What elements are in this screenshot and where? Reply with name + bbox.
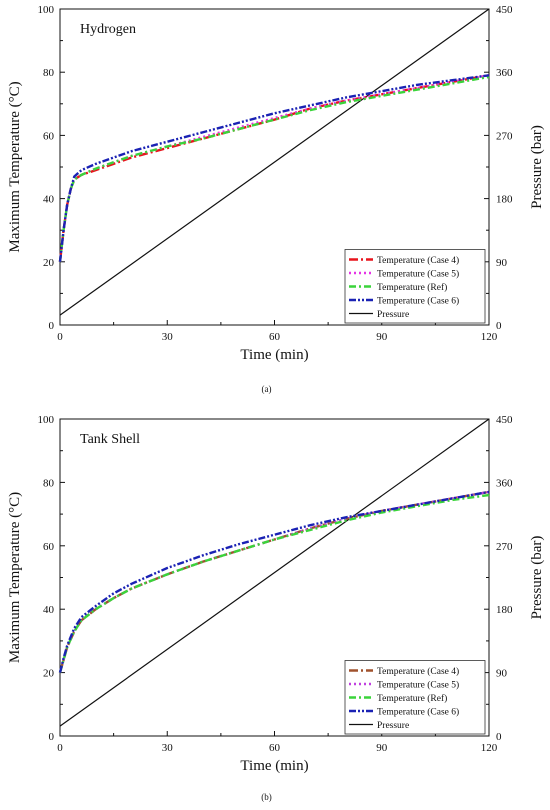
y-tick-label: 100 xyxy=(38,414,55,426)
x-tick-label: 120 xyxy=(481,742,498,754)
legend-entry: Temperature (Case 6) xyxy=(377,296,459,307)
x-tick-label: 90 xyxy=(376,742,388,754)
series-line-temperature-case-4 xyxy=(58,74,490,262)
y-tick-label: 20 xyxy=(43,257,55,269)
y-tick-label: 80 xyxy=(43,67,55,79)
y2-tick-label: 90 xyxy=(496,257,508,269)
y-axis-title: Maximum Temperature (°C) xyxy=(7,81,23,252)
series-line-temperature-case-4 xyxy=(58,490,490,673)
series-line-pressure xyxy=(59,418,490,727)
x-tick-label: 30 xyxy=(162,742,174,754)
chart-panel-b: 0 30 60 90 120020406080100090180270360450Tim… xyxy=(7,414,545,802)
y-tick-label: 0 xyxy=(49,320,55,332)
y2-tick-label: 450 xyxy=(496,4,513,16)
y2-tick-label: 360 xyxy=(496,67,513,79)
series-line-pressure xyxy=(59,8,490,316)
legend-entry: Pressure xyxy=(377,721,409,731)
panel-caption: (b) xyxy=(261,792,272,802)
chart-panel-a: 0 30 60 90 120020406080100090180270360450Tim… xyxy=(7,4,545,394)
y-axis-title: Maximum Temperature (°C) xyxy=(7,492,23,663)
legend-entry: Temperature (Case 4) xyxy=(377,666,459,677)
series-line-temperature-ref xyxy=(58,493,490,673)
x-tick-label: 0 xyxy=(57,742,63,754)
y2-tick-label: 0 xyxy=(496,320,502,332)
series-line-temperature-case-5 xyxy=(58,490,490,673)
x-axis-title: Time (min) xyxy=(240,347,308,363)
y2-tick-label: 0 xyxy=(496,731,502,743)
y2-tick-label: 360 xyxy=(496,477,513,489)
series-line-temperature-case-6 xyxy=(58,74,490,262)
legend-entry: Temperature (Ref) xyxy=(377,693,447,704)
x-tick-label: 30 xyxy=(162,331,174,343)
y-tick-label: 40 xyxy=(43,194,55,206)
legend: Temperature (Case 4) Temperature (Case 5)… xyxy=(344,249,486,324)
y-tick-label: 80 xyxy=(43,477,55,489)
series-line-temperature-case-6 xyxy=(58,490,490,673)
y-tick-label: 20 xyxy=(43,668,55,680)
y-tick-label: 40 xyxy=(43,604,55,616)
y2-tick-label: 180 xyxy=(496,604,513,616)
x-tick-label: 60 xyxy=(269,742,281,754)
panel-caption: (a) xyxy=(262,384,272,394)
x-tick-label: 90 xyxy=(376,331,388,343)
y2-axis-title: Pressure (bar) xyxy=(529,125,545,209)
x-tick-label: 60 xyxy=(269,331,281,343)
panel-label: Tank Shell xyxy=(80,432,140,447)
x-tick-label: 120 xyxy=(481,331,498,343)
y-tick-label: 60 xyxy=(43,541,55,553)
legend-entry: Temperature (Case 6) xyxy=(377,707,459,718)
series-line-temperature-ref xyxy=(58,75,490,262)
x-axis-title: Time (min) xyxy=(240,758,308,774)
y2-axis-title: Pressure (bar) xyxy=(529,536,545,620)
y-tick-label: 100 xyxy=(38,4,55,16)
y-tick-label: 60 xyxy=(43,130,55,142)
panel-label: Hydrogen xyxy=(80,22,136,37)
legend-entry: Temperature (Ref) xyxy=(377,282,447,293)
y-tick-label: 0 xyxy=(49,731,55,743)
y2-tick-label: 450 xyxy=(496,414,513,426)
y2-tick-label: 90 xyxy=(496,668,508,680)
legend-entry: Pressure xyxy=(377,310,409,320)
legend-entry: Temperature (Case 5) xyxy=(377,269,459,280)
y2-tick-label: 270 xyxy=(496,541,513,553)
series-line-temperature-case-5 xyxy=(58,74,490,262)
x-tick-label: 0 xyxy=(57,331,63,343)
y2-tick-label: 270 xyxy=(496,130,513,142)
legend-entry: Temperature (Case 5) xyxy=(377,680,459,691)
legend-entry: Temperature (Case 4) xyxy=(377,255,459,266)
y2-tick-label: 180 xyxy=(496,194,513,206)
legend: Temperature (Case 4) Temperature (Case 5)… xyxy=(344,660,486,735)
